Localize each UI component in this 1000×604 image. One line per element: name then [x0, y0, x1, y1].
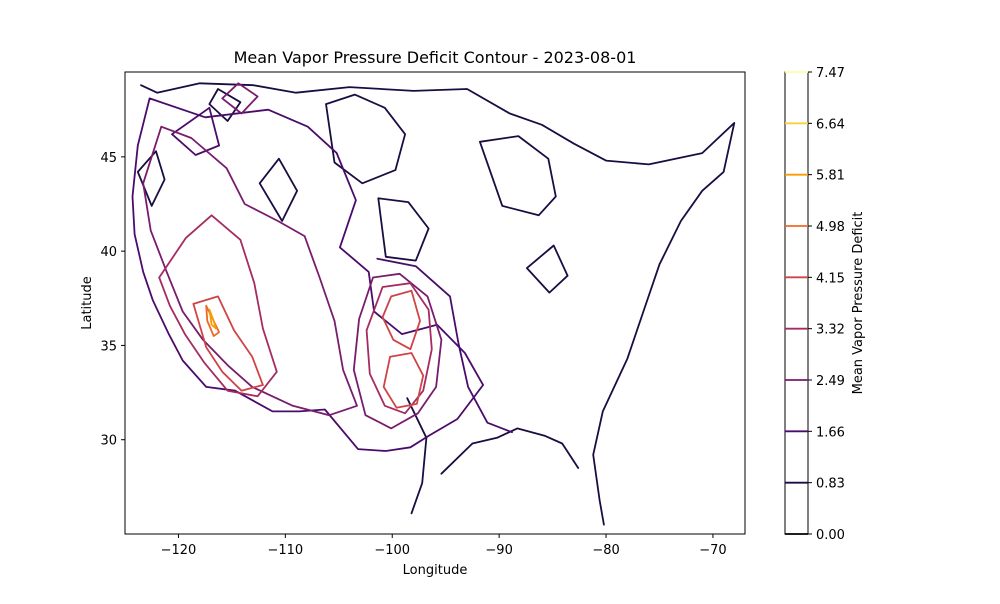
x-tick-label: −80 — [592, 543, 619, 558]
contour-line-4.98 — [205, 304, 221, 337]
contour-line-0.83 — [140, 82, 736, 526]
contour-lines — [131, 82, 736, 526]
x-tick-label: −70 — [699, 543, 726, 558]
contour-line-3.32 — [365, 282, 433, 415]
chart-title: Mean Vapor Pressure Deficit Contour - 20… — [234, 48, 637, 67]
colorbar-tick-label: 1.66 — [816, 425, 845, 440]
colorbar-tick-label: 7.47 — [816, 66, 845, 81]
colorbar-tick-label: 4.98 — [816, 220, 845, 235]
contour-line-0.83 — [136, 150, 166, 207]
contour-line-2.49 — [352, 272, 443, 430]
contour-line-0.83 — [406, 397, 428, 515]
contour-line-0.83 — [325, 93, 407, 185]
contour-line-2.49 — [221, 82, 259, 115]
x-tick-label: −120 — [161, 543, 197, 558]
plot-area — [124, 71, 746, 535]
colorbar-tick-label: 0.00 — [816, 528, 845, 543]
contour-line-0.83 — [526, 244, 569, 294]
colorbar-tick-label: 4.15 — [816, 271, 845, 286]
colorbar-tick-label: 3.32 — [816, 323, 845, 338]
colorbar-tick-label: 5.81 — [816, 169, 845, 184]
contour-line-1.66 — [131, 97, 485, 452]
y-axis: 30 35 40 45 — [100, 151, 125, 449]
x-tick-label: −90 — [485, 543, 512, 558]
contour-line-5.81 — [208, 308, 217, 330]
colorbar-label: Mean Vapor Pressure Deficit — [851, 212, 866, 395]
y-tick-label: 35 — [100, 339, 117, 354]
y-tick-label: 30 — [100, 434, 117, 449]
contour-line-4.15 — [192, 295, 264, 392]
contour-line-4.15 — [381, 289, 421, 351]
contour-line-0.83 — [440, 427, 580, 475]
contour-line-0.83 — [478, 135, 557, 217]
contour-line-1.66 — [376, 257, 513, 434]
x-axis-label: Longitude — [403, 563, 468, 578]
x-tick-label: −110 — [267, 543, 303, 558]
y-tick-label: 45 — [100, 151, 117, 166]
colorbar-tick-label: 6.64 — [816, 117, 845, 132]
colorbar-tick-label: 2.49 — [816, 374, 845, 389]
contour-line-0.83 — [258, 157, 299, 222]
colorbar-tick-label: 0.83 — [816, 477, 845, 492]
y-tick-label: 40 — [100, 245, 117, 260]
contour-line-3.32 — [158, 214, 278, 398]
x-tick-label: −100 — [374, 543, 410, 558]
contour-line-0.83 — [377, 197, 430, 262]
contour-line-2.49 — [142, 125, 358, 417]
contour-line-1.66 — [171, 106, 221, 156]
plot-frame — [124, 71, 746, 535]
colorbar-ticks: 0.00 0.83 1.66 2.49 3.32 4.15 4.98 5.81 6.64 7.47 — [785, 66, 845, 543]
contour-line-4.15 — [382, 352, 425, 409]
colorbar-box — [784, 71, 809, 535]
y-axis-label: Latitude — [80, 276, 95, 330]
x-axis: −120 −110 −100 −90 −80 −70 — [161, 534, 727, 558]
colorbar: 0.00 0.83 1.66 2.49 3.32 4.15 4.98 5.81 6.64 7.47… — [784, 66, 866, 543]
